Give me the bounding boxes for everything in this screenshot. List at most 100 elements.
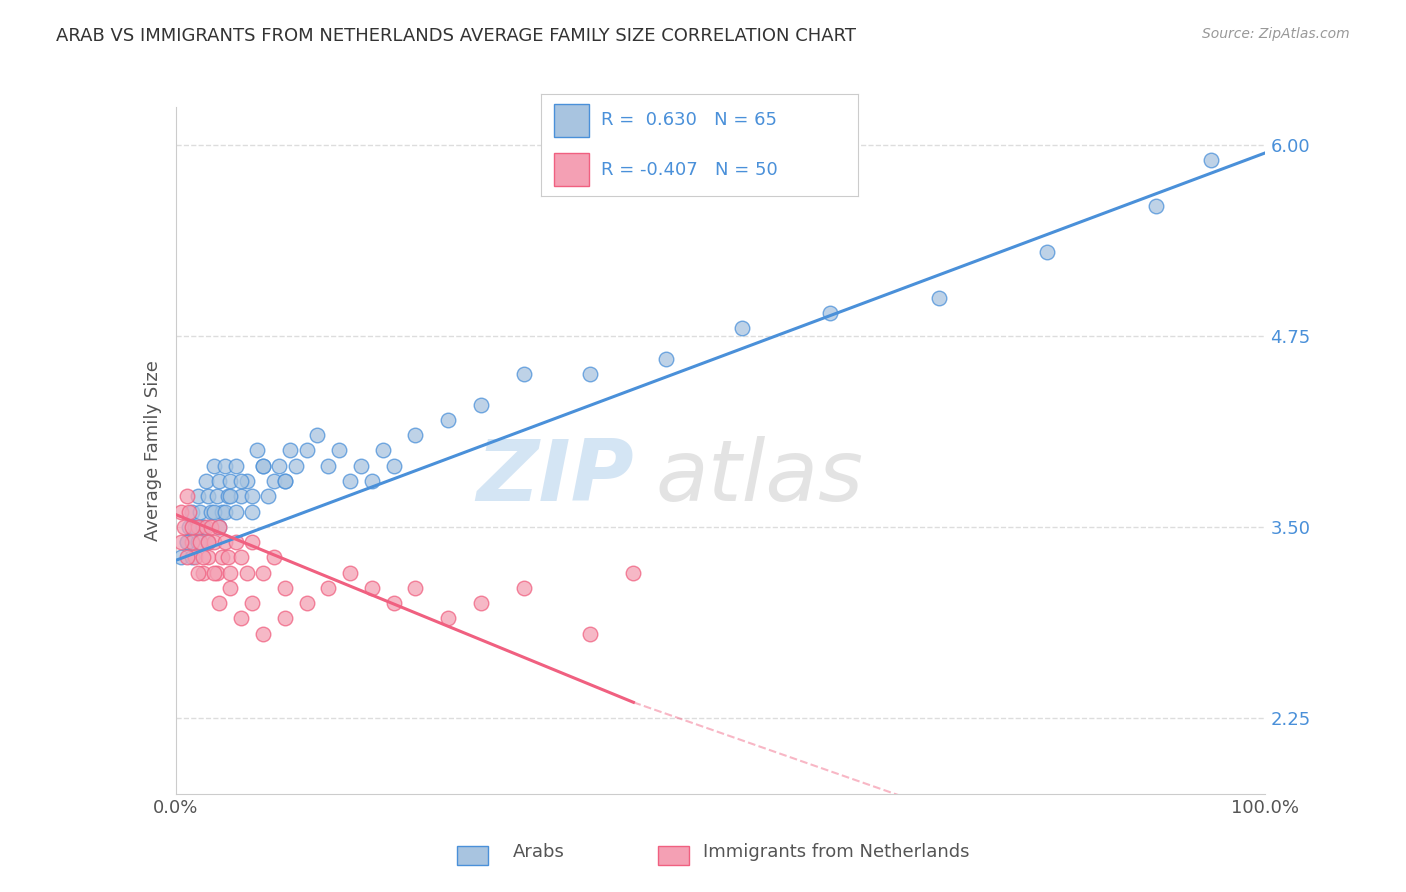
Point bbox=[382, 596, 405, 610]
Point bbox=[579, 367, 602, 381]
Point bbox=[231, 550, 253, 565]
Point bbox=[240, 504, 263, 518]
Point bbox=[818, 306, 841, 320]
Point bbox=[252, 626, 274, 640]
Point bbox=[200, 520, 222, 534]
Point bbox=[219, 489, 242, 503]
Point bbox=[173, 520, 195, 534]
Point bbox=[361, 474, 384, 488]
Text: R =  0.630   N = 65: R = 0.630 N = 65 bbox=[602, 112, 778, 129]
Point bbox=[197, 489, 219, 503]
Point bbox=[513, 581, 536, 595]
Point bbox=[184, 520, 207, 534]
Point bbox=[339, 474, 361, 488]
Point bbox=[225, 458, 247, 473]
Point bbox=[197, 535, 219, 549]
Point bbox=[208, 596, 231, 610]
Point bbox=[225, 535, 247, 549]
Point bbox=[318, 581, 340, 595]
Point bbox=[437, 611, 460, 625]
Point bbox=[307, 428, 329, 442]
Point bbox=[1146, 199, 1168, 213]
Point bbox=[361, 581, 384, 595]
Point bbox=[177, 520, 200, 534]
Point bbox=[240, 596, 263, 610]
Point bbox=[513, 367, 536, 381]
Point bbox=[470, 596, 492, 610]
Point bbox=[371, 443, 394, 458]
Text: Immigrants from Netherlands: Immigrants from Netherlands bbox=[703, 843, 970, 861]
Point bbox=[208, 520, 231, 534]
Point bbox=[405, 428, 427, 442]
Point bbox=[252, 458, 274, 473]
Point bbox=[181, 504, 204, 518]
Text: Arabs: Arabs bbox=[513, 843, 565, 861]
Point bbox=[263, 550, 285, 565]
Y-axis label: Average Family Size: Average Family Size bbox=[143, 360, 162, 541]
Point bbox=[176, 535, 198, 549]
Point bbox=[200, 504, 222, 518]
Point bbox=[252, 566, 274, 580]
Point bbox=[214, 535, 236, 549]
Point bbox=[191, 566, 214, 580]
Point bbox=[579, 626, 602, 640]
Point bbox=[269, 458, 291, 473]
Point bbox=[186, 520, 209, 534]
Point bbox=[470, 398, 492, 412]
Point bbox=[235, 474, 257, 488]
Point bbox=[202, 535, 225, 549]
Point bbox=[928, 291, 950, 305]
Point bbox=[278, 443, 301, 458]
Point bbox=[170, 550, 193, 565]
Point bbox=[186, 535, 209, 549]
Point bbox=[202, 458, 225, 473]
Point bbox=[1036, 245, 1059, 260]
Point bbox=[655, 351, 678, 366]
Point bbox=[295, 443, 318, 458]
Point bbox=[257, 489, 280, 503]
Point bbox=[318, 458, 340, 473]
Point bbox=[219, 581, 242, 595]
Point bbox=[197, 535, 219, 549]
Point bbox=[246, 443, 269, 458]
Point bbox=[217, 550, 239, 565]
Point bbox=[208, 520, 231, 534]
Point bbox=[170, 504, 193, 518]
Point bbox=[274, 474, 297, 488]
Text: Source: ZipAtlas.com: Source: ZipAtlas.com bbox=[1202, 27, 1350, 41]
Point bbox=[295, 596, 318, 610]
Point bbox=[188, 535, 211, 549]
Point bbox=[621, 566, 644, 580]
Text: ZIP: ZIP bbox=[475, 436, 633, 519]
Point bbox=[184, 550, 207, 565]
Point bbox=[231, 611, 253, 625]
Point bbox=[382, 458, 405, 473]
Point bbox=[217, 489, 239, 503]
Point bbox=[197, 550, 219, 565]
Point bbox=[202, 504, 225, 518]
Point bbox=[186, 489, 209, 503]
Point bbox=[181, 550, 204, 565]
Text: ARAB VS IMMIGRANTS FROM NETHERLANDS AVERAGE FAMILY SIZE CORRELATION CHART: ARAB VS IMMIGRANTS FROM NETHERLANDS AVER… bbox=[56, 27, 856, 45]
Point bbox=[339, 566, 361, 580]
Point bbox=[1199, 153, 1222, 168]
Point bbox=[181, 520, 204, 534]
Point bbox=[211, 504, 233, 518]
Point bbox=[211, 550, 233, 565]
Point bbox=[195, 520, 218, 534]
Point bbox=[274, 581, 297, 595]
Point bbox=[176, 535, 198, 549]
Point bbox=[240, 489, 263, 503]
Point bbox=[328, 443, 350, 458]
Point bbox=[177, 504, 200, 518]
Point bbox=[219, 566, 242, 580]
Point bbox=[405, 581, 427, 595]
Point bbox=[214, 458, 236, 473]
Point bbox=[205, 489, 228, 503]
Point bbox=[225, 504, 247, 518]
Point bbox=[202, 566, 225, 580]
FancyBboxPatch shape bbox=[554, 104, 589, 136]
Point bbox=[214, 504, 236, 518]
Point bbox=[181, 535, 204, 549]
Point bbox=[731, 321, 754, 335]
